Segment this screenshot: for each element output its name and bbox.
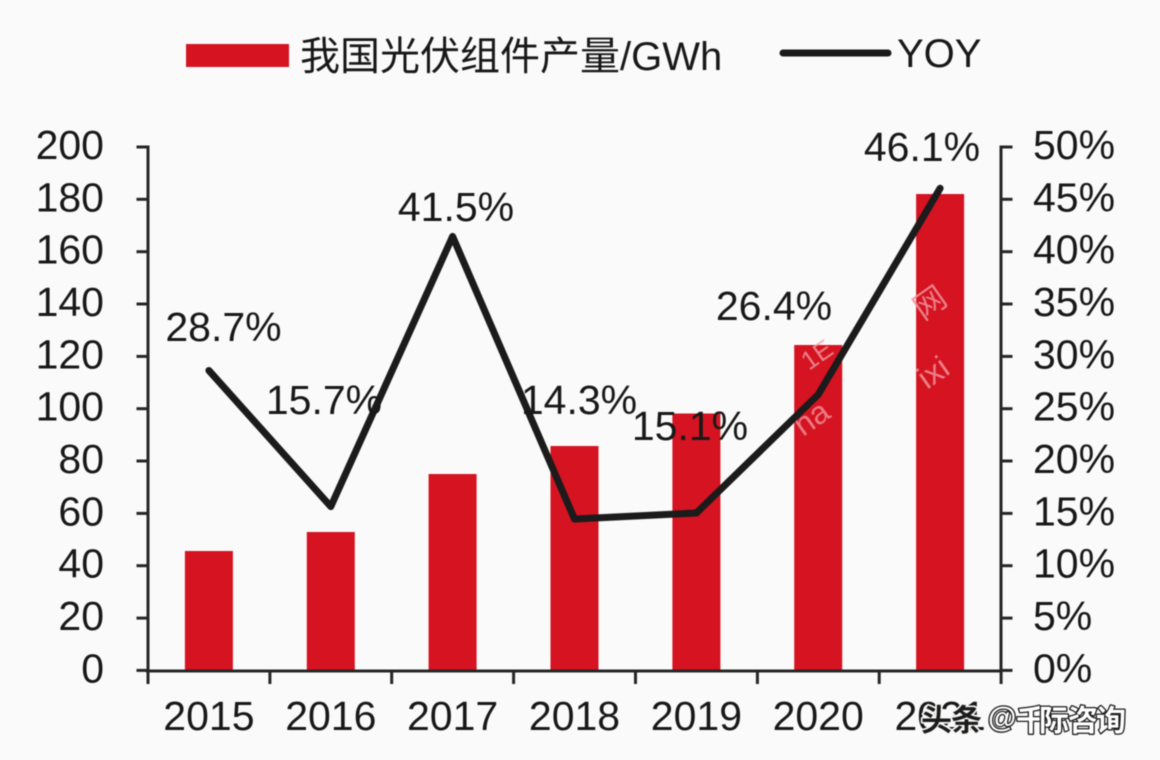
svg-text:2017: 2017	[407, 693, 498, 739]
svg-text:YOY: YOY	[897, 32, 981, 76]
svg-text:60: 60	[58, 488, 104, 534]
svg-text:20%: 20%	[1033, 436, 1115, 482]
svg-text:@: @	[988, 702, 1016, 734]
svg-text:2020: 2020	[773, 693, 864, 739]
svg-text:5%: 5%	[1033, 593, 1092, 639]
svg-text:80: 80	[58, 436, 104, 482]
svg-text:26.4%: 26.4%	[716, 283, 832, 329]
svg-text:14.3%: 14.3%	[521, 377, 637, 423]
svg-text:0%: 0%	[1033, 645, 1092, 691]
svg-text:35%: 35%	[1033, 279, 1115, 325]
svg-text:140: 140	[36, 279, 104, 325]
svg-text:2016: 2016	[285, 693, 376, 739]
svg-text:2018: 2018	[529, 693, 620, 739]
svg-text:200: 200	[36, 122, 104, 168]
svg-text:100: 100	[36, 384, 104, 430]
svg-text:0: 0	[81, 645, 104, 691]
svg-text:25%: 25%	[1033, 384, 1115, 430]
svg-text:15%: 15%	[1033, 488, 1115, 534]
svg-text:40: 40	[58, 541, 104, 587]
svg-text:2019: 2019	[651, 693, 742, 739]
svg-text:10%: 10%	[1033, 541, 1115, 587]
svg-text:160: 160	[36, 227, 104, 273]
svg-text:28.7%: 28.7%	[165, 304, 281, 350]
svg-text:30%: 30%	[1033, 331, 1115, 377]
svg-text:15.1%: 15.1%	[632, 403, 748, 449]
svg-text:45%: 45%	[1033, 174, 1115, 220]
svg-text:180: 180	[36, 174, 104, 220]
svg-text:15.7%: 15.7%	[266, 377, 382, 423]
svg-text:/GWh: /GWh	[620, 35, 722, 79]
svg-text:50%: 50%	[1033, 122, 1115, 168]
svg-text:20: 20	[58, 593, 104, 639]
svg-text:46.1%: 46.1%	[864, 124, 980, 170]
svg-text:120: 120	[36, 331, 104, 377]
svg-text:40%: 40%	[1033, 227, 1115, 273]
svg-text:41.5%: 41.5%	[398, 184, 514, 230]
svg-text:2015: 2015	[163, 693, 254, 739]
